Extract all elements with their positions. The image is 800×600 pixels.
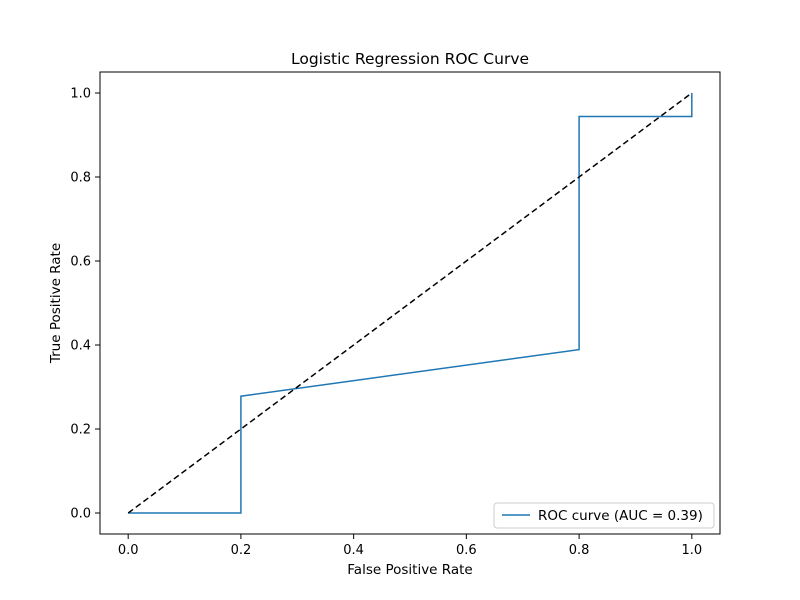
diagonal-reference-line <box>127 92 693 514</box>
x-tick-label: 0.6 <box>456 543 477 558</box>
y-tick-label: 0.2 <box>70 423 91 438</box>
y-tick-label: 0.6 <box>70 255 91 270</box>
x-tick-label: 0.4 <box>343 543 364 558</box>
y-axis: 0.0 0.2 0.4 0.6 0.8 1.0 <box>70 87 100 522</box>
y-tick-label: 1.0 <box>70 87 91 102</box>
y-axis-label: True Positive Rate <box>48 243 64 364</box>
x-tick-label: 0.2 <box>231 543 252 558</box>
x-tick-label: 0.0 <box>118 543 139 558</box>
y-tick-label: 0.4 <box>70 339 91 354</box>
x-axis: 0.0 0.2 0.4 0.6 0.8 1.0 <box>118 534 702 558</box>
x-axis-label: False Positive Rate <box>347 562 472 578</box>
x-tick-label: 0.8 <box>569 543 590 558</box>
plot-frame <box>99 71 721 535</box>
y-tick-label: 0.8 <box>70 171 91 186</box>
series-layer <box>127 92 693 514</box>
chart-title: Logistic Regression ROC Curve <box>291 50 529 68</box>
legend-label: ROC curve (AUC = 0.39) <box>538 508 703 524</box>
legend-box <box>493 502 715 529</box>
roc-curve-line <box>128 93 693 514</box>
y-tick-label: 0.0 <box>70 507 91 522</box>
legend: ROC curve (AUC = 0.39) <box>493 502 715 529</box>
x-tick-label: 1.0 <box>681 543 702 558</box>
